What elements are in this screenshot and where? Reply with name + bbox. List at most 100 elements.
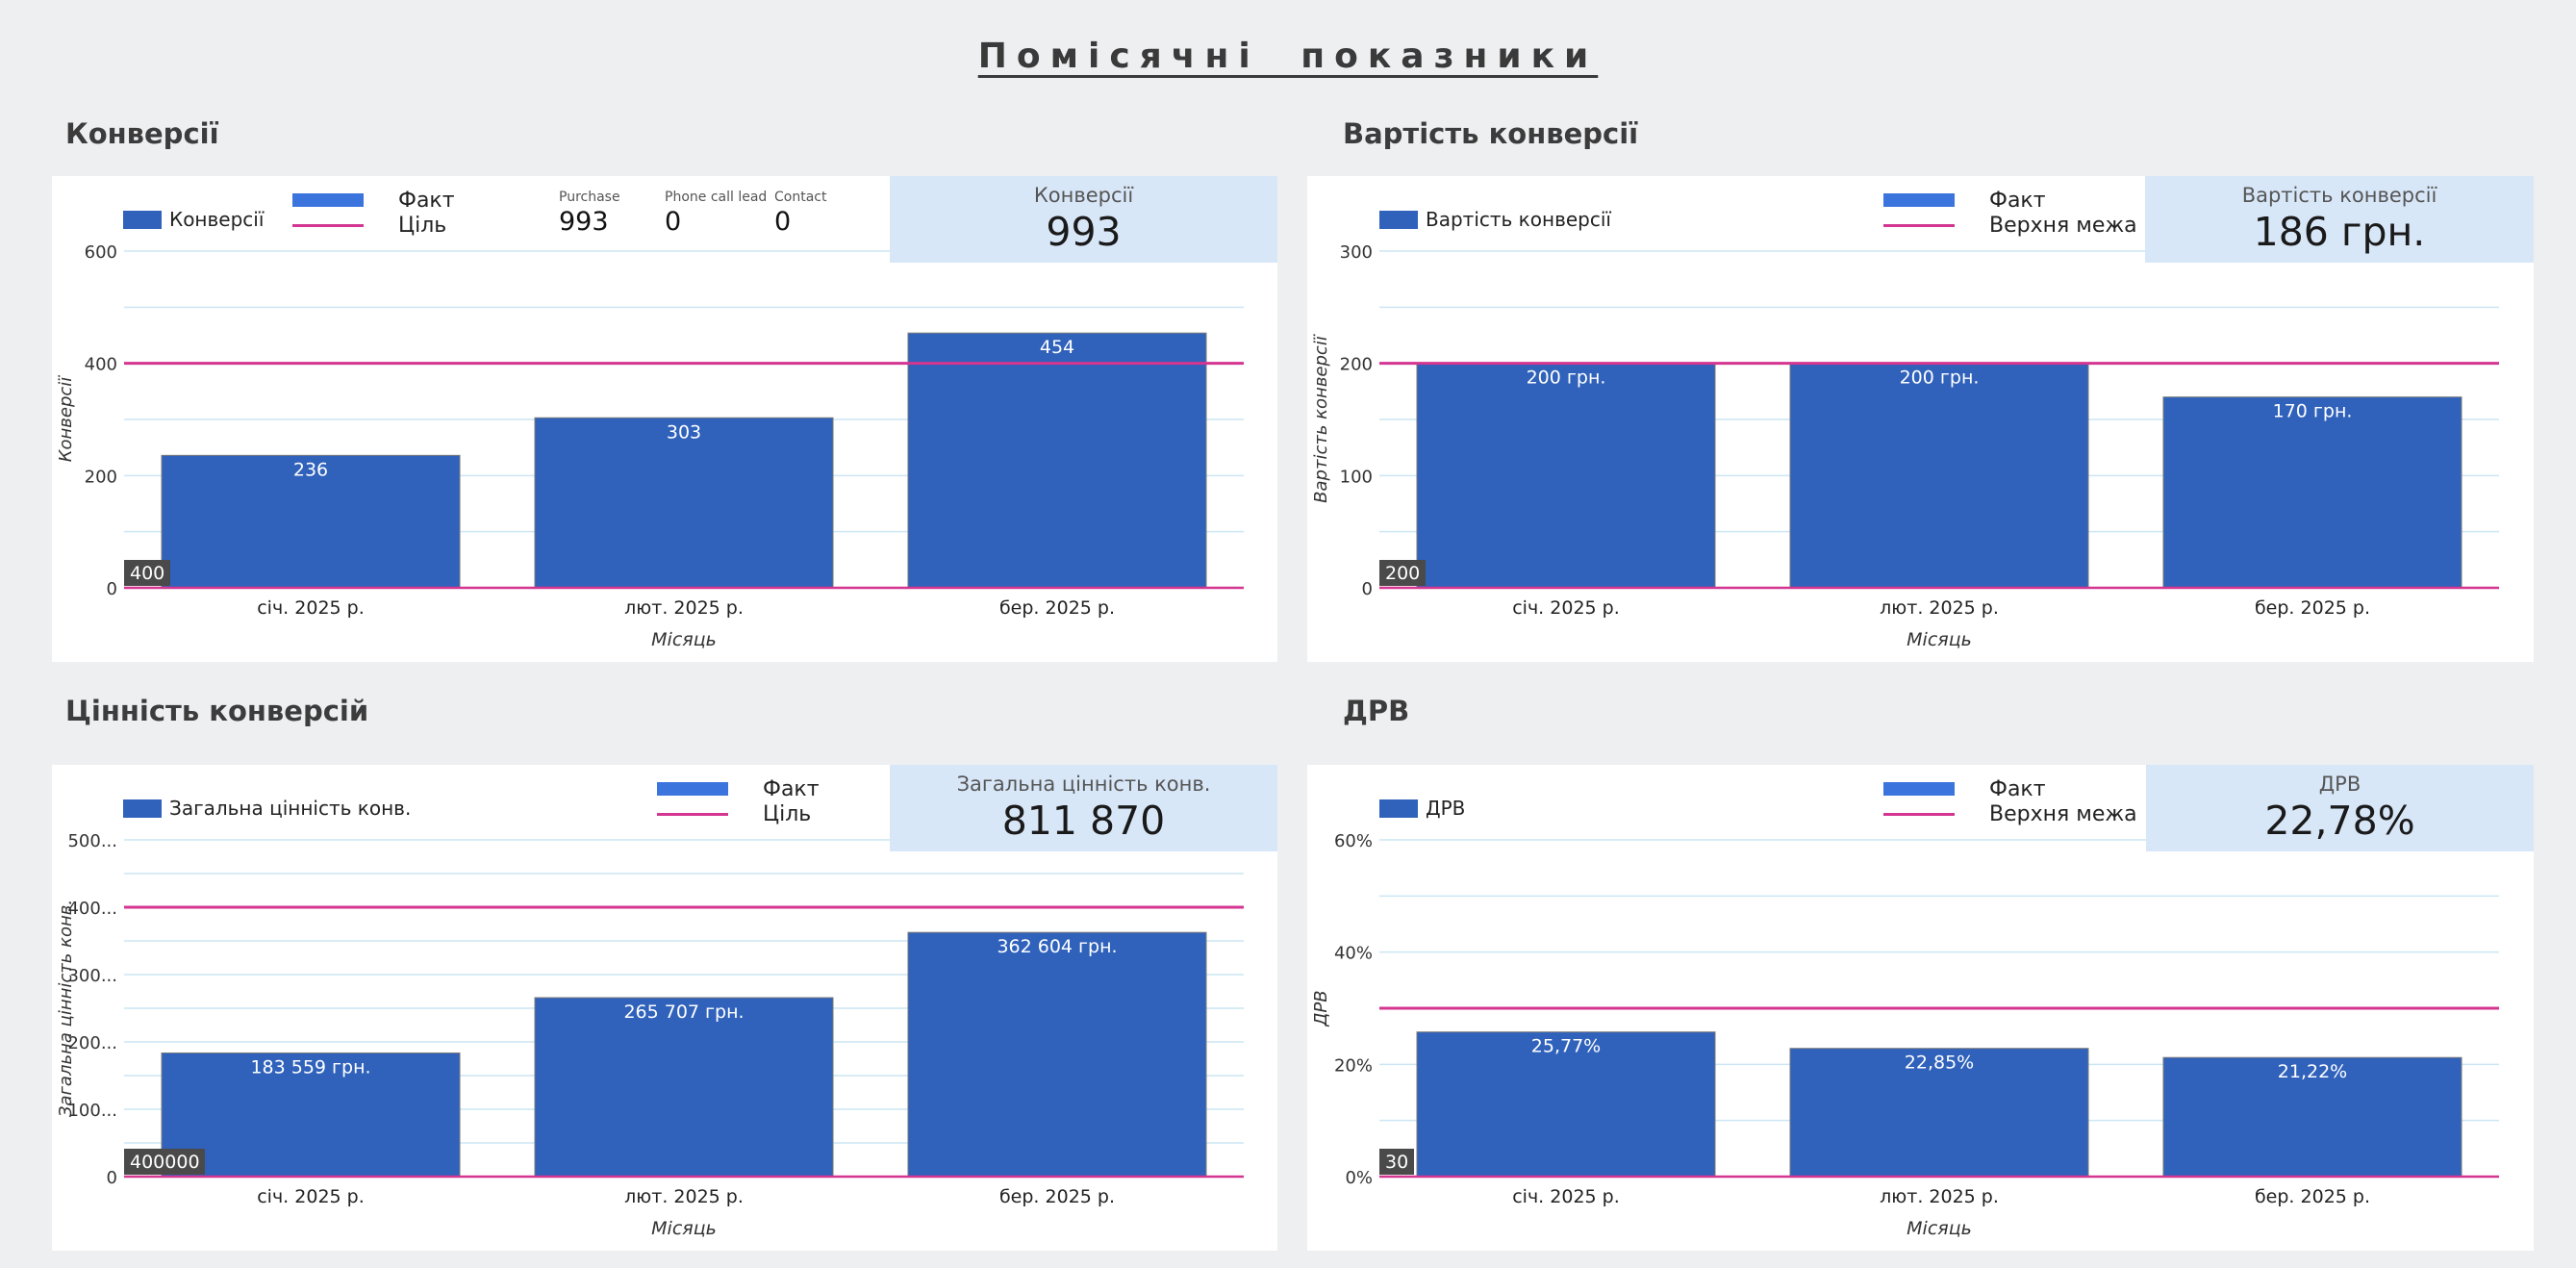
- x-axis-title: Місяць: [651, 1218, 717, 1239]
- cost-card: 0 100 200 300 200 грн. січ. 2025 р. 200 грн. лю…: [1307, 176, 2534, 662]
- fact-label: Факт: [398, 188, 455, 213]
- bar: [1416, 363, 1716, 589]
- reference-badge: [1379, 1149, 1414, 1175]
- cvr-card: 0% 20% 40% 60% 25,77% січ. 2025 р. 22,85% лют. …: [1307, 765, 2534, 1251]
- bar: [2162, 1056, 2462, 1178]
- y-tick-label: 600: [85, 242, 117, 263]
- legend-swatch: [123, 210, 162, 229]
- y-tick-label: 300: [1340, 242, 1373, 263]
- y-axis-title: Вартість конверсії: [1311, 334, 1331, 503]
- y-tick-label: 0: [107, 1168, 117, 1188]
- y-axis-title: ДРВ: [1311, 990, 1331, 1027]
- metric-label: Contact: [774, 190, 827, 205]
- reference-badge-label: 30: [1385, 1152, 1408, 1173]
- cvr-series-legend: ДРВ: [1379, 797, 1465, 820]
- bar: [1416, 1031, 1716, 1178]
- bar-value-label: 200 грн.: [1900, 368, 1980, 389]
- section-title-value: Цінність конверсій: [65, 695, 369, 727]
- legend-swatch: [123, 799, 162, 818]
- fact-swatch: [1883, 193, 1955, 207]
- fact-swatch: [1883, 782, 1955, 796]
- legend-label: Загальна цінність конв.: [169, 797, 412, 820]
- y-tick-label: 200...: [67, 1033, 117, 1053]
- bar: [1789, 363, 2089, 589]
- bar: [907, 332, 1207, 589]
- conversions-scorecard: Конверсії 993: [890, 176, 1277, 263]
- legend-label: Конверсії: [169, 208, 265, 231]
- value-scorecard: Загальна цінність конв. 811 870: [890, 765, 1277, 851]
- bar-value-label: 303: [667, 421, 701, 443]
- cvr-chart: 0% 20% 40% 60% 25,77% січ. 2025 р. 22,85% лют. …: [1311, 831, 2499, 1239]
- fact-label: Факт: [1989, 188, 2046, 213]
- x-tick-label: лют. 2025 р.: [624, 1186, 744, 1207]
- value-card: 0 100... 200... 300... 400... 500... 183 559 г…: [52, 765, 1277, 1251]
- upper-limit-swatch: [1883, 223, 1955, 227]
- y-tick-label: 0%: [1345, 1168, 1373, 1188]
- metric-phone-call-lead: Phone call lead 0: [665, 190, 767, 237]
- scorecard-label: ДРВ: [2318, 773, 2361, 796]
- reference-badge: [124, 560, 170, 586]
- bar-value-label: 200 грн.: [1527, 368, 1606, 389]
- cvr-limit-legend: Факт Верхня межа: [1883, 776, 2137, 826]
- bar-value-label: 265 707 грн.: [623, 1002, 744, 1023]
- y-tick-label: 20%: [1334, 1055, 1373, 1076]
- upper-limit-swatch: [1883, 812, 1955, 816]
- scorecard-label: Конверсії: [1033, 184, 1134, 207]
- section-title-cost: Вартість конверсії: [1343, 117, 1639, 150]
- fact-swatch: [657, 782, 728, 796]
- y-axis-title: Конверсії: [56, 375, 76, 463]
- scorecard-value: 186 грн.: [2253, 209, 2426, 255]
- y-tick-label: 200: [85, 467, 117, 487]
- fact-swatch: [292, 193, 364, 207]
- x-tick-label: бер. 2025 р.: [999, 597, 1115, 619]
- goal-label: Ціль: [763, 801, 812, 826]
- bar: [161, 454, 461, 589]
- y-tick-label: 500...: [67, 831, 117, 851]
- x-tick-label: січ. 2025 р.: [257, 597, 365, 619]
- bar: [161, 1052, 461, 1178]
- bar: [1789, 1048, 2089, 1178]
- x-tick-label: січ. 2025 р.: [1512, 1186, 1620, 1207]
- scorecard-label: Вартість конверсії: [2241, 184, 2437, 207]
- bar-value-label: 170 грн.: [2273, 401, 2353, 422]
- metric-value: 993: [559, 207, 609, 237]
- x-tick-label: бер. 2025 р.: [2255, 597, 2370, 619]
- scorecard-value: 811 870: [1001, 798, 1166, 844]
- x-tick-label: січ. 2025 р.: [1512, 597, 1620, 619]
- x-tick-label: лют. 2025 р.: [1880, 597, 1999, 619]
- reference-badge-label: 200: [1385, 563, 1420, 584]
- y-tick-label: 100...: [67, 1101, 117, 1121]
- y-tick-label: 400: [85, 355, 117, 375]
- scorecard-value: 22,78%: [2264, 798, 2415, 844]
- bar: [534, 417, 834, 589]
- metric-contact: Contact 0: [774, 190, 826, 237]
- y-tick-label: 40%: [1334, 944, 1373, 964]
- y-axis-title: Загальна цінність конв.: [56, 900, 76, 1117]
- cost-scorecard: Вартість конверсії 186 грн.: [2145, 176, 2534, 263]
- value-target-legend: Факт Ціль: [657, 776, 820, 826]
- legend-label: Вартість конверсії: [1426, 208, 1611, 231]
- x-axis-title: Місяць: [1907, 1218, 1972, 1239]
- fact-label: Факт: [763, 776, 820, 801]
- goal-label: Ціль: [398, 213, 447, 238]
- value-series-legend: Загальна цінність конв.: [123, 797, 411, 820]
- x-axis-title: Місяць: [1907, 629, 1972, 650]
- bar-value-label: 362 604 грн.: [997, 936, 1117, 957]
- cost-series-legend: Вартість конверсії: [1379, 208, 1611, 231]
- x-tick-label: лют. 2025 р.: [624, 597, 744, 619]
- reference-badge-label: 400000: [130, 1152, 200, 1173]
- reference-badge-label: 400: [130, 563, 164, 584]
- x-tick-label: січ. 2025 р.: [257, 1186, 365, 1207]
- x-tick-label: бер. 2025 р.: [999, 1186, 1115, 1207]
- goal-swatch: [657, 812, 728, 816]
- cvr-scorecard: ДРВ 22,78%: [2146, 765, 2534, 851]
- conversions-series-legend: Конверсії: [123, 208, 264, 231]
- metric-value: 0: [774, 207, 792, 237]
- fact-label: Факт: [1989, 776, 2046, 801]
- bar-value-label: 21,22%: [2278, 1061, 2347, 1082]
- metric-label: Purchase: [559, 190, 620, 205]
- bar: [534, 997, 834, 1178]
- x-axis-title: Місяць: [651, 629, 717, 650]
- metric-value: 0: [665, 207, 682, 237]
- upper-limit-label: Верхня межа: [1989, 801, 2137, 826]
